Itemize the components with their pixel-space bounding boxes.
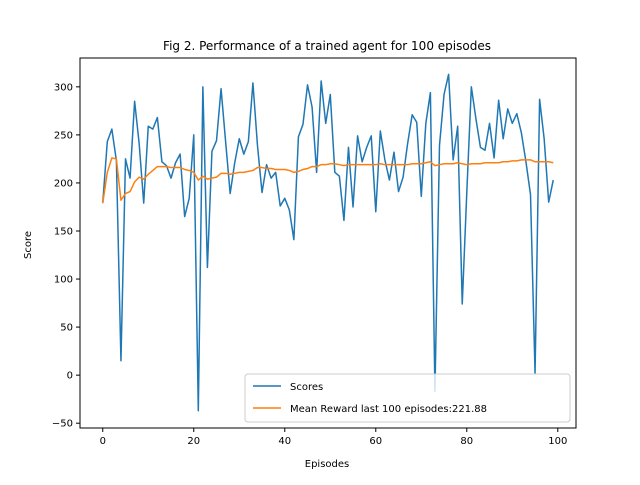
legend-label: Mean Reward last 100 episodes:221.88 (290, 404, 487, 415)
y-axis: −50 0 50 100 150 200 250 300 (52, 82, 80, 430)
legend-box (244, 373, 571, 423)
chart-title: Fig 2. Performance of a trained agent fo… (163, 39, 491, 53)
y-tick-label: 150 (54, 226, 73, 237)
x-axis-label: Episodes (305, 459, 349, 470)
legend: Scores Mean Reward last 100 episodes:221.… (244, 373, 571, 423)
y-tick-label: 250 (54, 130, 73, 141)
x-tick-label: 20 (187, 436, 200, 447)
y-tick-label: 100 (54, 275, 73, 286)
x-tick-label: 40 (278, 436, 291, 447)
y-tick-label: 200 (54, 178, 73, 189)
legend-label: Scores (290, 382, 323, 393)
series-line-mean-reward (102, 157, 554, 204)
y-tick-label: 0 (67, 371, 73, 382)
x-axis: 0 20 40 60 80 100 (100, 428, 567, 447)
x-tick-label: 100 (548, 436, 567, 447)
plot-frame (79, 57, 577, 429)
x-tick-label: 80 (460, 436, 473, 447)
x-tick-label: 60 (369, 436, 382, 447)
x-tick-label: 0 (100, 436, 106, 447)
y-tick-label: −50 (52, 419, 73, 430)
y-axis-label: Score (23, 231, 34, 259)
series-line-scores (102, 73, 554, 412)
y-tick-label: 300 (54, 82, 73, 93)
y-tick-label: 50 (60, 323, 73, 334)
plot-lines (102, 73, 554, 412)
